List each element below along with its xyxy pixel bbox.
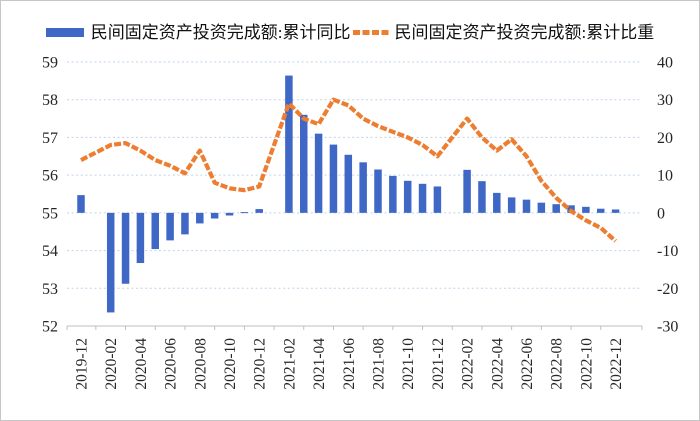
bar-2022-11	[597, 208, 605, 213]
left-axis-tick-label: 57	[42, 130, 58, 147]
bar-2021-09	[389, 175, 397, 213]
left-axis-tick-label: 55	[42, 205, 58, 222]
bar-2020-09	[210, 212, 219, 219]
left-axis-tick-label: 59	[42, 55, 58, 72]
right-axis-tick-label: 30	[657, 92, 673, 109]
x-axis-label: 2021-08	[371, 338, 388, 390]
bar-2022-02	[463, 169, 471, 213]
left-axis-tick-label: 52	[42, 319, 58, 336]
bar-2021-06	[344, 154, 353, 213]
right-axis-tick-label: 10	[657, 168, 673, 185]
right-axis-tick-label: 20	[657, 130, 673, 147]
right-axis-tick-label: -20	[657, 281, 678, 298]
bar-2021-11	[418, 183, 427, 213]
bar-2022-06	[522, 199, 531, 213]
x-axis-label: 2022-06	[519, 338, 536, 390]
x-axis-label: 2020-06	[163, 338, 180, 390]
x-axis-label: 2021-10	[400, 338, 417, 390]
x-axis-label: 2020-10	[222, 338, 239, 390]
bar-2020-11	[240, 212, 249, 214]
legend-label-line-series: 民间固定资产投资完成额:累计比重	[394, 22, 655, 42]
bar-2021-10	[403, 180, 412, 213]
x-axis-label: 2021-06	[341, 338, 358, 390]
bar-2022-10	[582, 206, 590, 213]
bar-2019-12	[77, 195, 85, 213]
left-axis-tick-label: 53	[42, 281, 58, 298]
legend-label-bar-series: 民间固定资产投资完成额:累计同比	[90, 22, 351, 42]
x-axis-label: 2021-04	[311, 338, 328, 390]
x-axis-label: 2020-04	[133, 338, 150, 390]
bar-2020-12	[255, 209, 263, 213]
bar-2021-03	[300, 114, 308, 213]
bar-2021-07	[359, 162, 367, 213]
left-axis-tick-label: 54	[42, 243, 58, 260]
bar-2020-04	[136, 212, 145, 264]
bar-series-swatch-icon	[45, 27, 84, 37]
right-axis-tick-label: -10	[657, 243, 678, 260]
x-axis-label: 2021-02	[281, 338, 298, 390]
bar-2021-04	[314, 133, 323, 213]
bar-2020-06	[166, 212, 174, 241]
bar-2022-08	[552, 204, 560, 213]
right-axis-tick-label: 40	[657, 55, 673, 72]
bar-2022-03	[478, 181, 486, 213]
chart-legend: 民间固定资产投资完成额:累计同比 民间固定资产投资完成额:累计比重	[1, 21, 699, 43]
line-series-path	[80, 97, 617, 243]
left-axis-tick-label: 56	[42, 168, 58, 185]
x-axis-label: 2020-12	[252, 338, 269, 390]
bar-2022-04	[493, 192, 501, 213]
x-axis-label: 2020-08	[192, 338, 209, 390]
right-axis-tick-label: 0	[657, 205, 665, 222]
line-series-swatch-icon	[352, 29, 390, 35]
bar-2021-02	[285, 75, 293, 213]
bar-2022-05	[507, 197, 516, 213]
x-axis-label: 2022-08	[549, 338, 566, 390]
bar-2020-08	[196, 212, 204, 224]
bar-2021-05	[329, 144, 338, 213]
bar-2021-12	[433, 186, 442, 213]
x-axis-label: 2019-12	[74, 338, 91, 390]
bar-2021-08	[374, 169, 382, 213]
left-axis-tick-label: 58	[42, 92, 58, 109]
legend-item-line-series: 民间固定资产投资完成额:累计比重	[351, 22, 655, 42]
bar-2020-10	[225, 212, 234, 216]
bar-2020-03	[121, 212, 130, 284]
x-axis-label: 2021-12	[430, 338, 447, 390]
bar-2022-07	[537, 202, 546, 213]
x-axis-label: 2022-10	[578, 338, 595, 390]
x-axis-label: 2022-02	[460, 338, 477, 390]
x-axis-label: 2022-12	[608, 338, 625, 390]
legend-item-bar-series: 民间固定资产投资完成额:累计同比	[45, 22, 351, 42]
bar-2022-12	[611, 209, 620, 213]
x-axis-label: 2020-02	[103, 338, 120, 390]
x-axis-label: 2022-04	[489, 338, 506, 390]
right-axis-tick-label: -30	[657, 319, 678, 336]
bar-2020-05	[151, 212, 159, 250]
bar-2020-07	[181, 212, 189, 235]
bar-2020-02	[106, 212, 115, 313]
